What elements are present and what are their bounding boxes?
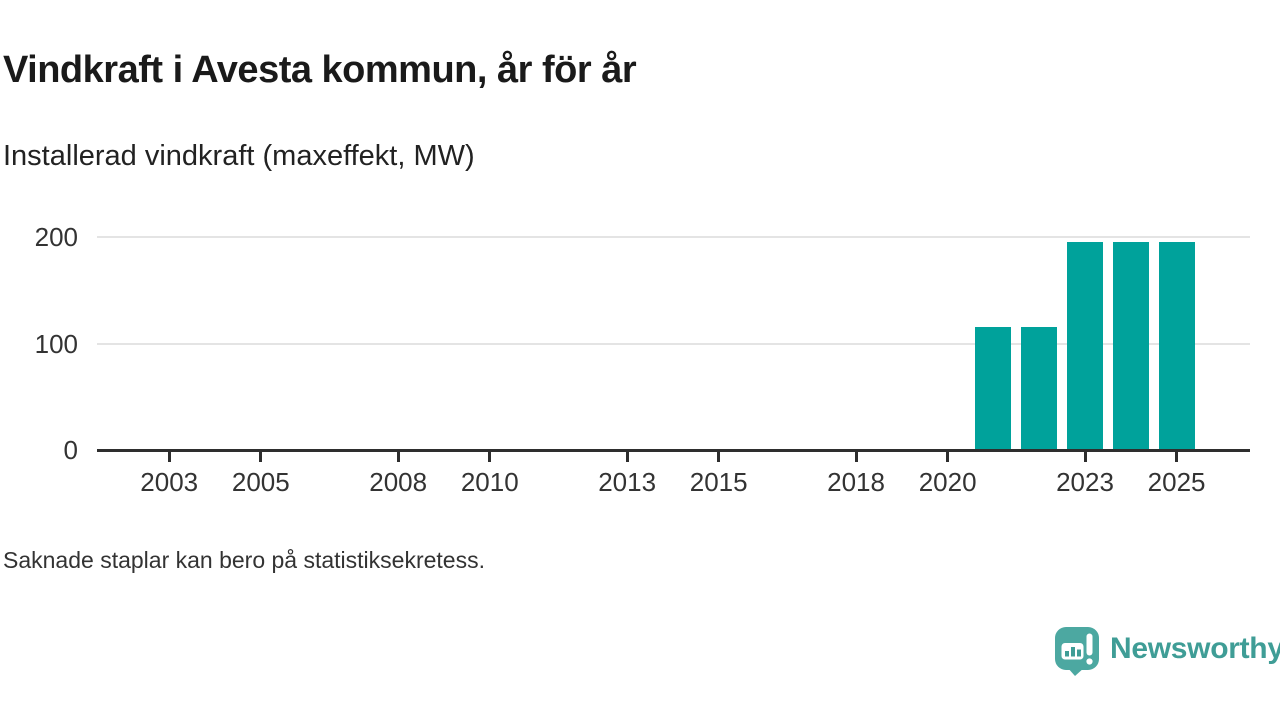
x-axis-line: [96, 449, 1250, 452]
x-tick-label-2020: 2020: [918, 467, 977, 497]
x-tick-2020: [946, 452, 950, 462]
grid-line-200: [96, 236, 1250, 239]
x-tick-label-2025: 2025: [1147, 467, 1206, 497]
x-tick-2008: [396, 452, 400, 462]
x-tick-2018: [854, 452, 858, 462]
x-tick-2010: [488, 452, 492, 462]
x-tick-2015: [717, 452, 721, 462]
x-tick-label-2013: 2013: [598, 467, 657, 497]
x-tick-label-2015: 2015: [689, 467, 748, 497]
x-tick-2025: [1175, 452, 1179, 462]
brand-wordmark: Newsworthy: [1110, 632, 1280, 665]
grid-line-100: [96, 342, 1250, 345]
x-tick-2005: [259, 452, 263, 462]
x-tick-label-2023: 2023: [1056, 467, 1114, 497]
x-tick-2023: [1083, 452, 1087, 462]
brand-lockup: Newsworthy: [1054, 626, 1280, 676]
bar-2023: [1067, 241, 1104, 450]
x-tick-label-2003: 2003: [140, 467, 199, 497]
x-tick-label-2018: 2018: [827, 467, 885, 497]
newsworthy-logo-icon: [1055, 627, 1099, 676]
bar-2024: [1112, 241, 1149, 450]
chart-subtitle: Installerad vindkraft (maxeffekt, MW): [3, 140, 475, 172]
x-tick-2013: [625, 452, 629, 462]
x-tick-label-2010: 2010: [460, 467, 519, 497]
chart-footnote: Saknade staplar kan bero på statistiksek…: [3, 547, 485, 573]
bar-2025: [1158, 241, 1195, 450]
x-tick-label-2008: 2008: [369, 467, 428, 497]
plot-area: 0 100 200 2003 2005 2008 2010 2013 2015 2018 2020 2…: [34, 222, 1250, 497]
bar-2022: [1021, 326, 1058, 450]
bar-2021: [975, 326, 1012, 450]
y-tick-label-0: 0: [63, 435, 78, 465]
x-tick-label-2005: 2005: [231, 467, 290, 497]
chart-title: Vindkraft i Avesta kommun, år för år: [3, 49, 637, 91]
x-tick-2003: [167, 452, 171, 462]
y-tick-label-100: 100: [34, 328, 78, 359]
y-tick-label-200: 200: [34, 222, 78, 253]
